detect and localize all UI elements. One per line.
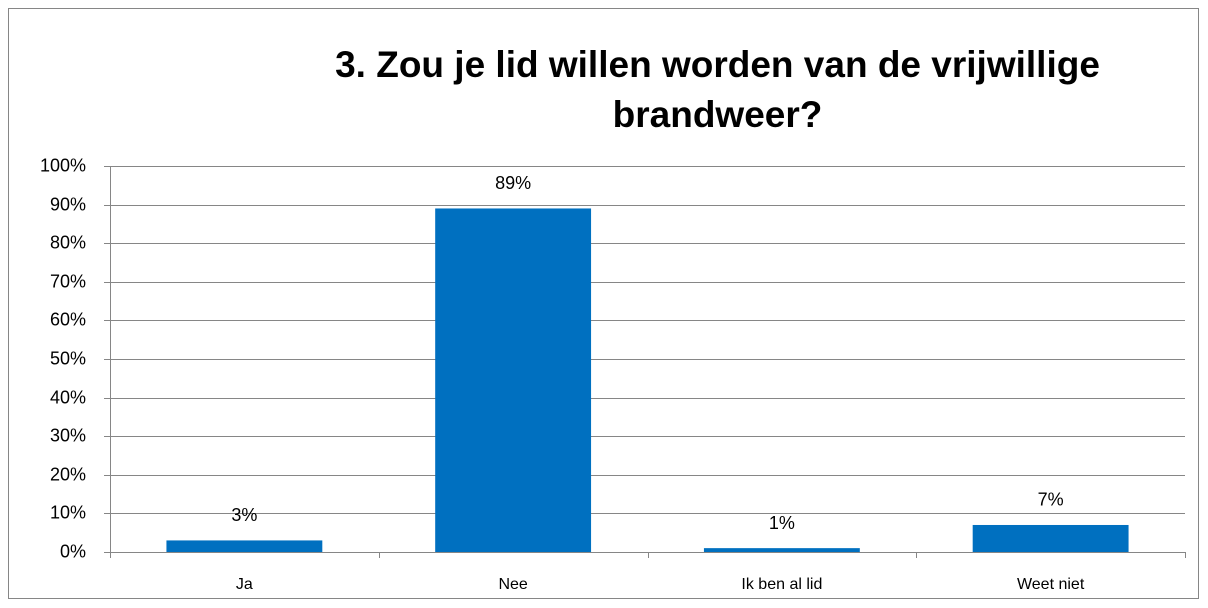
y-tick-label: 50%	[50, 348, 86, 368]
bar	[435, 208, 592, 552]
data-label: 1%	[769, 513, 795, 533]
data-label: 3%	[231, 505, 257, 525]
x-tick-label: Ja	[236, 576, 253, 593]
y-tick-label: 20%	[50, 464, 86, 484]
data-label: 89%	[495, 173, 531, 193]
y-tick-label: 90%	[50, 194, 86, 214]
y-tick-label: 0%	[60, 541, 86, 561]
y-tick-label: 60%	[50, 309, 86, 329]
y-tick-label: 80%	[50, 232, 86, 252]
bar	[703, 548, 860, 552]
y-tick-label: 40%	[50, 387, 86, 407]
y-tick-label: 70%	[50, 271, 86, 291]
bar	[972, 524, 1129, 552]
y-tick-label: 100%	[40, 155, 86, 175]
chart-title: 3. Zou je lid willen worden van de vrijw…	[335, 44, 1100, 135]
x-tick-label: Weet niet	[1017, 576, 1085, 593]
x-tick-label: Nee	[498, 576, 527, 593]
data-label: 7%	[1038, 490, 1064, 510]
y-tick-label: 10%	[50, 502, 86, 522]
y-tick-label: 30%	[50, 425, 86, 445]
bar	[166, 540, 323, 552]
x-tick-label: Ik ben al lid	[741, 576, 822, 593]
chart-border	[8, 8, 1199, 599]
